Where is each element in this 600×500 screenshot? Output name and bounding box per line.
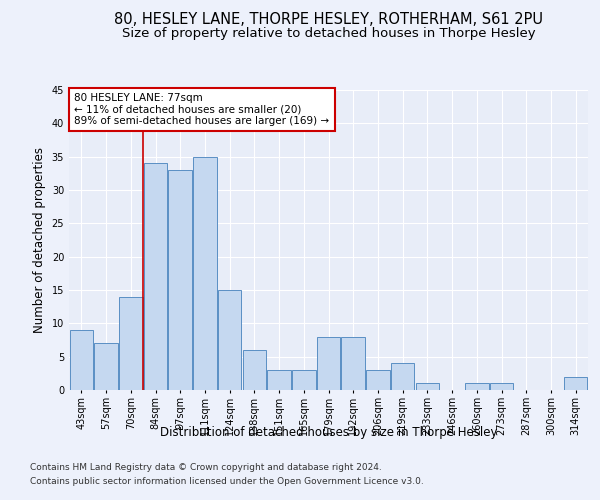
Bar xyxy=(218,290,241,390)
Bar xyxy=(70,330,93,390)
Text: 80, HESLEY LANE, THORPE HESLEY, ROTHERHAM, S61 2PU: 80, HESLEY LANE, THORPE HESLEY, ROTHERHA… xyxy=(115,12,544,28)
Bar xyxy=(391,364,415,390)
Text: Size of property relative to detached houses in Thorpe Hesley: Size of property relative to detached ho… xyxy=(122,28,536,40)
Bar xyxy=(366,370,389,390)
Y-axis label: Number of detached properties: Number of detached properties xyxy=(33,147,46,333)
Bar xyxy=(564,376,587,390)
Bar xyxy=(490,384,513,390)
Bar xyxy=(465,384,488,390)
Bar xyxy=(317,336,340,390)
Bar xyxy=(341,336,365,390)
Text: Distribution of detached houses by size in Thorpe Hesley: Distribution of detached houses by size … xyxy=(160,426,497,439)
Text: Contains HM Land Registry data © Crown copyright and database right 2024.: Contains HM Land Registry data © Crown c… xyxy=(30,464,382,472)
Bar xyxy=(94,344,118,390)
Text: Contains public sector information licensed under the Open Government Licence v3: Contains public sector information licen… xyxy=(30,477,424,486)
Text: 80 HESLEY LANE: 77sqm
← 11% of detached houses are smaller (20)
89% of semi-deta: 80 HESLEY LANE: 77sqm ← 11% of detached … xyxy=(74,93,329,126)
Bar xyxy=(193,156,217,390)
Bar xyxy=(242,350,266,390)
Bar xyxy=(268,370,291,390)
Bar xyxy=(292,370,316,390)
Bar xyxy=(416,384,439,390)
Bar xyxy=(169,170,192,390)
Bar xyxy=(119,296,143,390)
Bar xyxy=(144,164,167,390)
